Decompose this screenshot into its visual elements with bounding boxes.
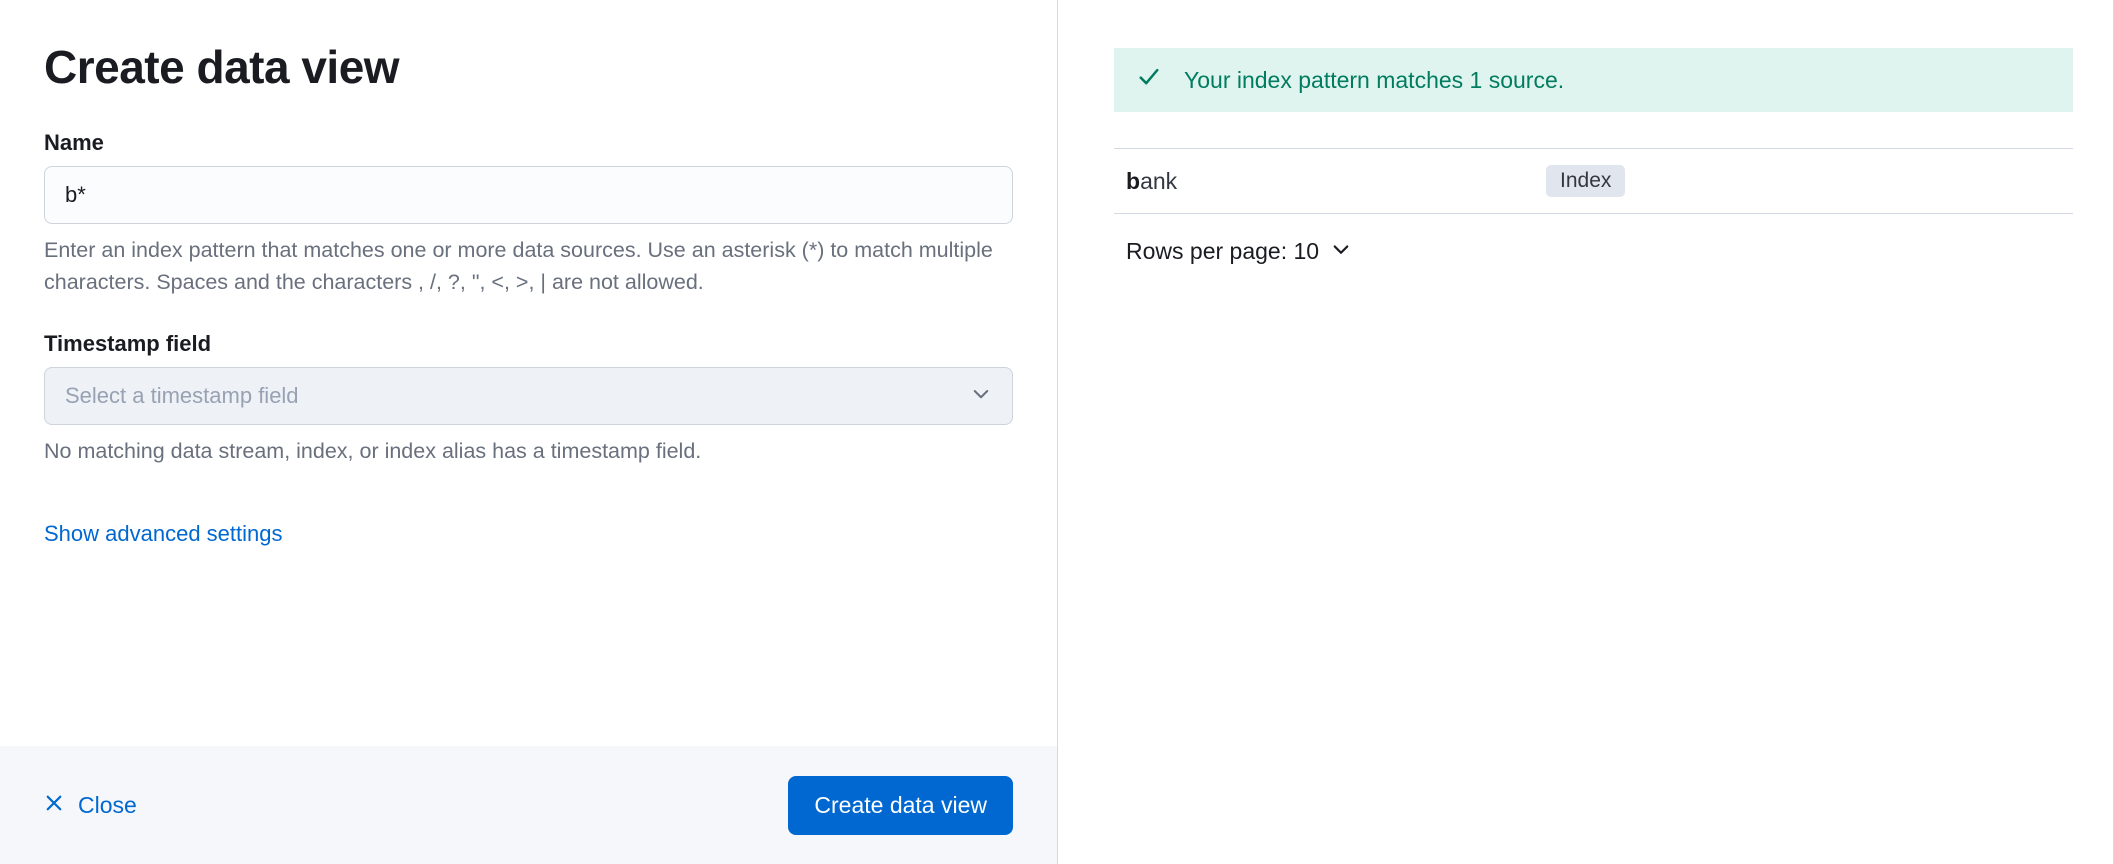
preview-panel: Your index pattern matches 1 source. ban…: [1058, 0, 2114, 864]
name-help-text: Enter an index pattern that matches one …: [44, 234, 1013, 299]
timestamp-label: Timestamp field: [44, 331, 1013, 357]
form-area: Create data view Name Enter an index pat…: [0, 0, 1057, 746]
create-data-view-button[interactable]: Create data view: [788, 776, 1013, 835]
match-callout: Your index pattern matches 1 source.: [1114, 48, 2073, 112]
form-footer: Close Create data view: [0, 746, 1057, 864]
rows-per-page-label: Rows per page: 10: [1126, 238, 1319, 265]
source-row: bank Index: [1114, 148, 2073, 214]
form-panel: Create data view Name Enter an index pat…: [0, 0, 1058, 864]
source-type-badge: Index: [1546, 165, 1625, 197]
page-title: Create data view: [44, 40, 1013, 94]
timestamp-field-group: Timestamp field Select a timestamp field…: [44, 331, 1013, 467]
close-button-label: Close: [78, 792, 137, 819]
timestamp-select-placeholder: Select a timestamp field: [44, 367, 1013, 425]
source-name: bank: [1126, 168, 1546, 195]
timestamp-select[interactable]: Select a timestamp field: [44, 367, 1013, 425]
timestamp-help-text: No matching data stream, index, or index…: [44, 435, 1013, 467]
name-field-group: Name Enter an index pattern that matches…: [44, 130, 1013, 299]
show-advanced-settings-link[interactable]: Show advanced settings: [44, 521, 283, 547]
close-button[interactable]: Close: [44, 792, 137, 819]
check-icon: [1138, 66, 1160, 94]
match-callout-text: Your index pattern matches 1 source.: [1184, 67, 1564, 94]
close-icon: [44, 792, 64, 819]
name-label: Name: [44, 130, 1013, 156]
name-input[interactable]: [44, 166, 1013, 224]
create-data-view-panel: Create data view Name Enter an index pat…: [0, 0, 2114, 864]
rows-per-page-selector[interactable]: Rows per page: 10: [1114, 214, 2073, 289]
chevron-down-icon: [1331, 238, 1351, 265]
